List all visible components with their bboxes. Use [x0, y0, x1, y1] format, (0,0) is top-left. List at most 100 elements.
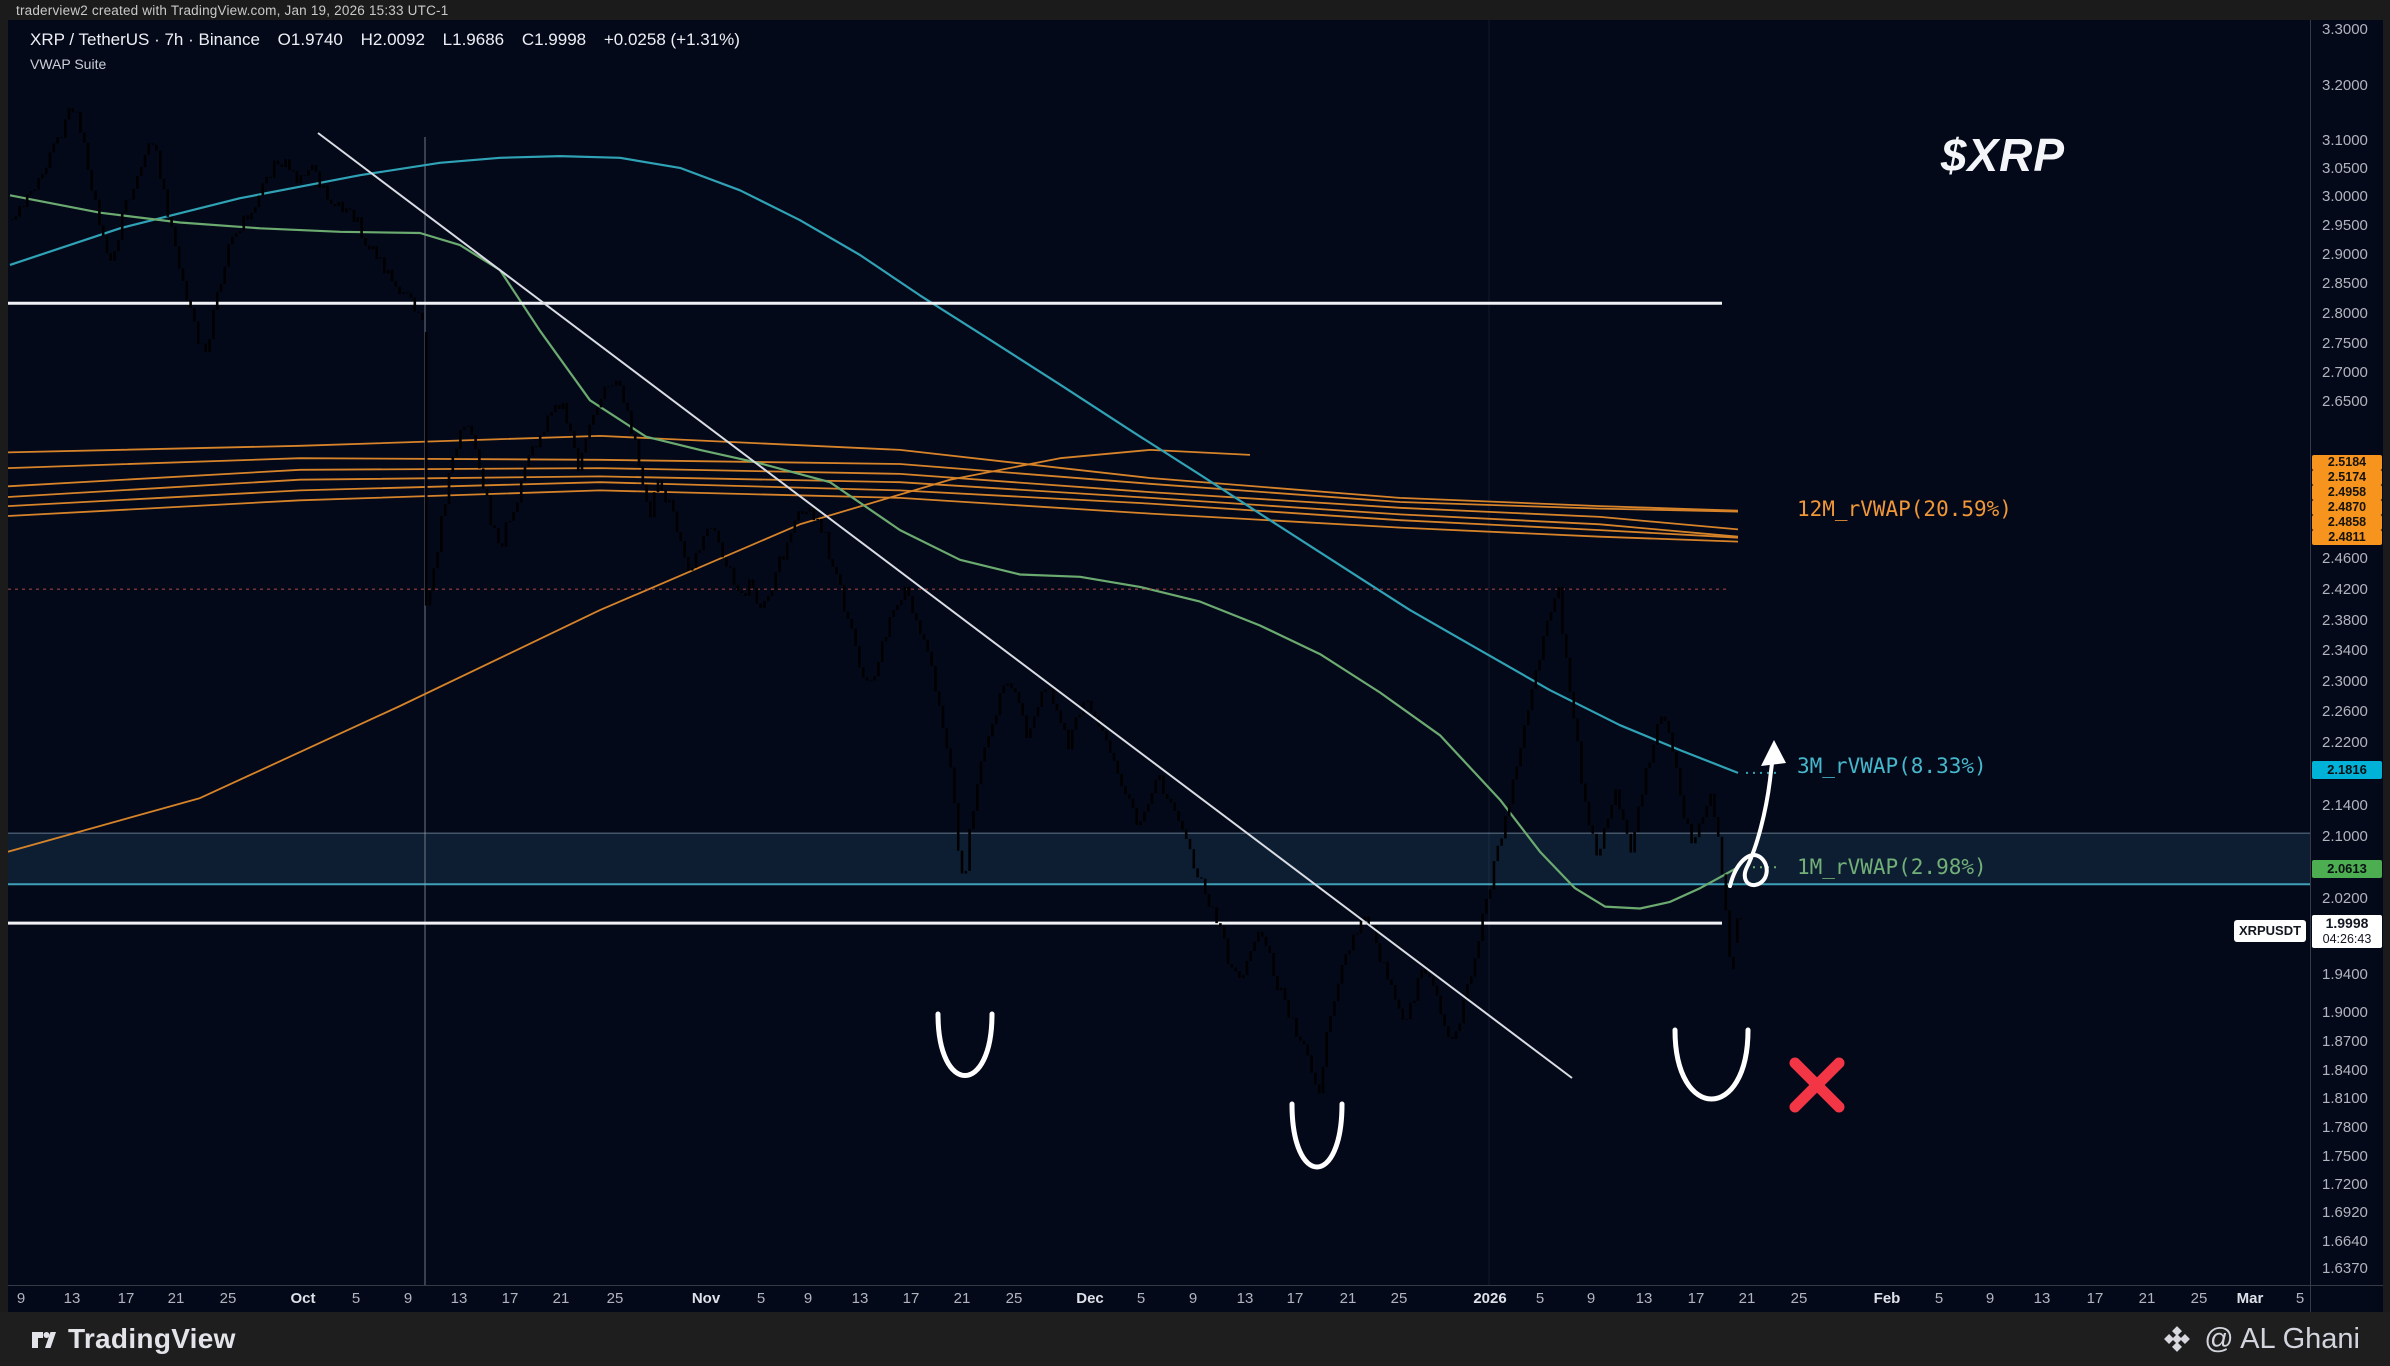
candle-body: [858, 646, 861, 668]
price-tick-label: 2.2200: [2322, 734, 2368, 751]
ohlc-change: +0.0258 (+1.31%): [603, 30, 740, 49]
candle-body: [1583, 783, 1587, 802]
candle-body: [531, 446, 534, 456]
bounce-arrow-drawing[interactable]: [1728, 755, 1775, 888]
candle-body: [960, 850, 964, 874]
candle-body: [481, 468, 485, 489]
candle-body: [1640, 794, 1644, 807]
candle-body: [1158, 775, 1161, 781]
time-tick-label: 2026: [1473, 1290, 1507, 1307]
candle-body: [538, 435, 542, 448]
candle-body: [223, 266, 227, 285]
time-tick-label: Feb: [1873, 1290, 1901, 1307]
symbol-header[interactable]: XRP / TetherUS · 7h · Binance O1.9740 H2…: [30, 30, 753, 50]
time-tick-label: 25: [2190, 1290, 2208, 1307]
candle-body: [1154, 780, 1158, 794]
candle-body: [793, 520, 797, 533]
candle-body: [299, 175, 303, 184]
descending-trendline[interactable]: [317, 132, 1573, 1079]
candle-body: [181, 268, 185, 281]
candle-body: [1116, 760, 1120, 774]
candle-body: [569, 423, 572, 432]
candle-body: [1276, 976, 1279, 991]
candle-body: [592, 414, 595, 425]
candle-body: [557, 404, 561, 409]
candle-body: [1697, 823, 1701, 838]
candle-body: [200, 343, 204, 345]
candle-body: [1496, 845, 1500, 862]
candle-body: [1591, 825, 1595, 834]
tradingview-logo-icon: [32, 1332, 56, 1348]
u-shape-bottom-mark[interactable]: [1672, 1027, 1751, 1102]
candle-body: [1652, 744, 1655, 763]
symbol-title[interactable]: XRP / TetherUS · 7h · Binance: [30, 30, 260, 49]
candle-body: [1067, 729, 1070, 750]
candle-body: [1568, 657, 1572, 693]
candle-body: [766, 596, 770, 601]
candle-body: [52, 143, 56, 153]
candle-body: [622, 385, 626, 403]
candle-body: [1390, 979, 1393, 985]
candle-body: [128, 199, 132, 201]
time-tick-label: 25: [1790, 1290, 1808, 1307]
candle-body: [337, 201, 341, 207]
u-shape-bottom-mark[interactable]: [935, 1011, 995, 1078]
candle-body: [113, 251, 116, 261]
indicator-title[interactable]: VWAP Suite: [30, 56, 107, 72]
price-tick-label: 3.0000: [2322, 188, 2368, 205]
candle-body: [975, 784, 979, 811]
time-axis-border: [8, 1285, 2383, 1286]
candle-body: [1143, 811, 1146, 822]
price-tick-label: 1.6370: [2322, 1260, 2368, 1277]
candle-body: [208, 339, 211, 353]
candle-body: [303, 175, 306, 177]
candle-body: [143, 154, 147, 168]
candle-body: [189, 300, 192, 308]
candle-body: [1424, 969, 1427, 975]
time-tick-label: 21: [1339, 1290, 1357, 1307]
price-tick-label: 3.2000: [2322, 77, 2368, 94]
candle-body: [1222, 926, 1226, 939]
price-tick-label: 3.0500: [2322, 160, 2368, 177]
candle-body: [671, 499, 675, 512]
candle-body: [1352, 934, 1355, 951]
candle-body: [854, 628, 857, 647]
candle-body: [626, 402, 629, 411]
candle-body: [1272, 952, 1275, 977]
red-x-mark[interactable]: [1789, 1057, 1845, 1113]
candle-body: [227, 244, 230, 267]
candle-body: [310, 165, 314, 170]
u-shape-bottom-mark[interactable]: [1289, 1101, 1345, 1170]
candle-body: [1477, 941, 1481, 959]
time-tick-label: 9: [403, 1290, 413, 1307]
candle-body: [33, 189, 37, 192]
price-axis-border: [2310, 20, 2311, 1312]
tradingview-brand[interactable]: TradingView: [30, 1323, 236, 1355]
ohlc-low: L1.9686: [442, 30, 505, 49]
candle-body: [14, 216, 18, 220]
candle-body: [1443, 1014, 1446, 1027]
candle-body: [679, 532, 683, 542]
candle-body: [926, 639, 930, 652]
tradingview-brand-text[interactable]: TradingView: [68, 1323, 236, 1354]
candle-body: [808, 507, 812, 512]
vwap-12m-line: [8, 449, 1251, 853]
candle-body: [759, 603, 762, 608]
time-tick-label: 25: [219, 1290, 237, 1307]
candle-body: [295, 171, 299, 184]
candle-body: [1238, 971, 1241, 979]
vwap-12m-line: [8, 435, 1739, 512]
candle-body: [508, 520, 512, 523]
candle-body: [827, 532, 831, 560]
candle-body: [751, 579, 755, 589]
candle-body: [744, 593, 747, 596]
candle-body: [812, 507, 816, 521]
chart-background[interactable]: [8, 20, 2383, 1312]
candle-body: [22, 206, 25, 207]
candle-body: [580, 452, 584, 472]
candle-body: [903, 586, 907, 601]
price-tick-label: 2.1400: [2322, 797, 2368, 814]
candle-body: [1044, 689, 1047, 692]
time-tick-label: 25: [1390, 1290, 1408, 1307]
